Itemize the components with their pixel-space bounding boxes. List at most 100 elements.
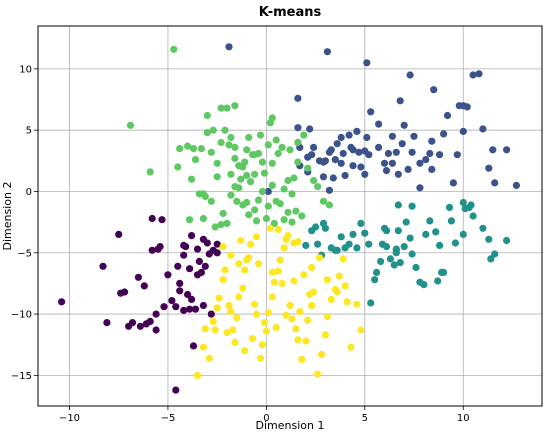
cluster-0-point	[172, 386, 180, 394]
plot-area-frame	[37, 25, 543, 407]
cluster-4-point	[284, 232, 292, 240]
cluster-1-point	[325, 186, 333, 194]
cluster-1-point	[367, 108, 375, 116]
cluster-4-point	[235, 260, 243, 268]
cluster-2-point	[420, 281, 428, 289]
cluster-1-point	[339, 149, 347, 158]
cluster-1-point	[449, 179, 457, 187]
cluster-1-point	[306, 125, 314, 133]
cluster-4-point	[323, 276, 331, 284]
cluster-3-point	[284, 208, 292, 216]
cluster-3-point	[280, 216, 288, 224]
cluster-3-point	[270, 219, 278, 227]
x-axis-label: Dimension 1	[256, 419, 325, 432]
y-tick-label: −10	[11, 310, 32, 321]
cluster-1-point	[443, 111, 452, 120]
cluster-4-point	[294, 336, 302, 344]
y-tick-label: −5	[17, 248, 32, 259]
cluster-1-point	[327, 146, 335, 154]
cluster-2-point	[503, 236, 511, 245]
cluster-1-point	[365, 151, 373, 159]
cluster-3-point	[217, 104, 225, 112]
cluster-3-point	[227, 191, 235, 199]
cluster-1-point	[357, 163, 365, 171]
cluster-3-point	[294, 138, 302, 147]
cluster-4-point	[243, 256, 251, 264]
cluster-2-point	[485, 235, 493, 243]
cluster-0-point	[121, 288, 129, 296]
cluster-3-point	[260, 169, 268, 177]
cluster-2-point	[402, 218, 410, 226]
chart-title: K-means	[259, 5, 322, 20]
cluster-2-point	[382, 243, 391, 251]
cluster-4-point	[256, 354, 265, 362]
cluster-0-point	[134, 273, 142, 281]
cluster-1-point	[225, 43, 233, 51]
cluster-2-point	[467, 201, 475, 209]
cluster-2-point	[373, 268, 381, 276]
cluster-4-point	[343, 298, 351, 306]
cluster-3-point	[310, 176, 318, 185]
cluster-2-point	[412, 263, 420, 272]
cluster-1-point	[382, 167, 391, 175]
cluster-3-point	[254, 196, 263, 204]
y-tick-label: 5	[26, 126, 32, 137]
cluster-3-point	[268, 114, 276, 122]
cluster-3-point	[264, 202, 272, 210]
cluster-3-point	[256, 131, 265, 139]
cluster-4-point	[327, 295, 335, 303]
cluster-2-point	[314, 240, 322, 248]
cluster-3-point	[243, 146, 251, 154]
cluster-0-point	[172, 303, 180, 311]
cluster-4-point	[209, 317, 217, 325]
cluster-4-point	[247, 240, 255, 248]
cluster-0-point	[188, 295, 196, 303]
cluster-3-point	[197, 145, 205, 153]
cluster-4-point	[280, 244, 288, 252]
cluster-3-point	[203, 111, 211, 120]
cluster-4-point	[339, 255, 347, 263]
cluster-4-point	[333, 288, 341, 296]
cluster-3-point	[268, 159, 276, 167]
cluster-4-point	[294, 238, 302, 246]
cluster-2-point	[445, 203, 454, 211]
cluster-4-point	[249, 335, 257, 343]
cluster-4-point	[199, 343, 207, 351]
cluster-4-point	[219, 276, 227, 284]
cluster-0-point	[115, 230, 123, 238]
cluster-3-point	[288, 190, 296, 198]
cluster-2-point	[361, 229, 369, 237]
x-tick-label: −10	[59, 413, 80, 424]
cluster-3-point	[292, 207, 300, 215]
cluster-0-point	[213, 249, 221, 257]
cluster-4-point	[314, 370, 322, 378]
cluster-3-point	[286, 146, 294, 154]
axis-ticks: −10 −5 0 5 10 −15 −10 −5 0 5 10	[11, 64, 470, 424]
cluster-0-point	[174, 262, 182, 270]
cluster-0-point	[168, 297, 176, 305]
cluster-1-point	[396, 97, 404, 105]
cluster-0-point	[193, 271, 202, 279]
cluster-2-point	[438, 268, 446, 276]
cluster-2-point	[312, 223, 320, 231]
cluster-0-point	[213, 240, 221, 248]
cluster-3-point	[245, 211, 253, 219]
cluster-1-point	[428, 165, 436, 173]
cluster-4-point	[215, 294, 223, 302]
cluster-4-point	[272, 323, 280, 332]
cluster-1-point	[410, 132, 418, 140]
cluster-1-point	[428, 137, 436, 145]
cluster-1-point	[321, 157, 329, 165]
cluster-3-point	[235, 184, 243, 192]
cluster-2-point	[422, 230, 430, 238]
cluster-3-point	[186, 216, 194, 224]
cluster-4-point	[302, 337, 310, 345]
cluster-4-point	[274, 225, 282, 234]
cluster-1-point	[422, 156, 430, 164]
y-axis-label: Dimension 2	[1, 182, 14, 251]
cluster-0-point	[180, 251, 188, 259]
cluster-3-point	[284, 176, 292, 185]
cluster-1-point	[404, 165, 412, 173]
cluster-2-point	[392, 249, 400, 257]
cluster-4-point	[258, 341, 266, 349]
